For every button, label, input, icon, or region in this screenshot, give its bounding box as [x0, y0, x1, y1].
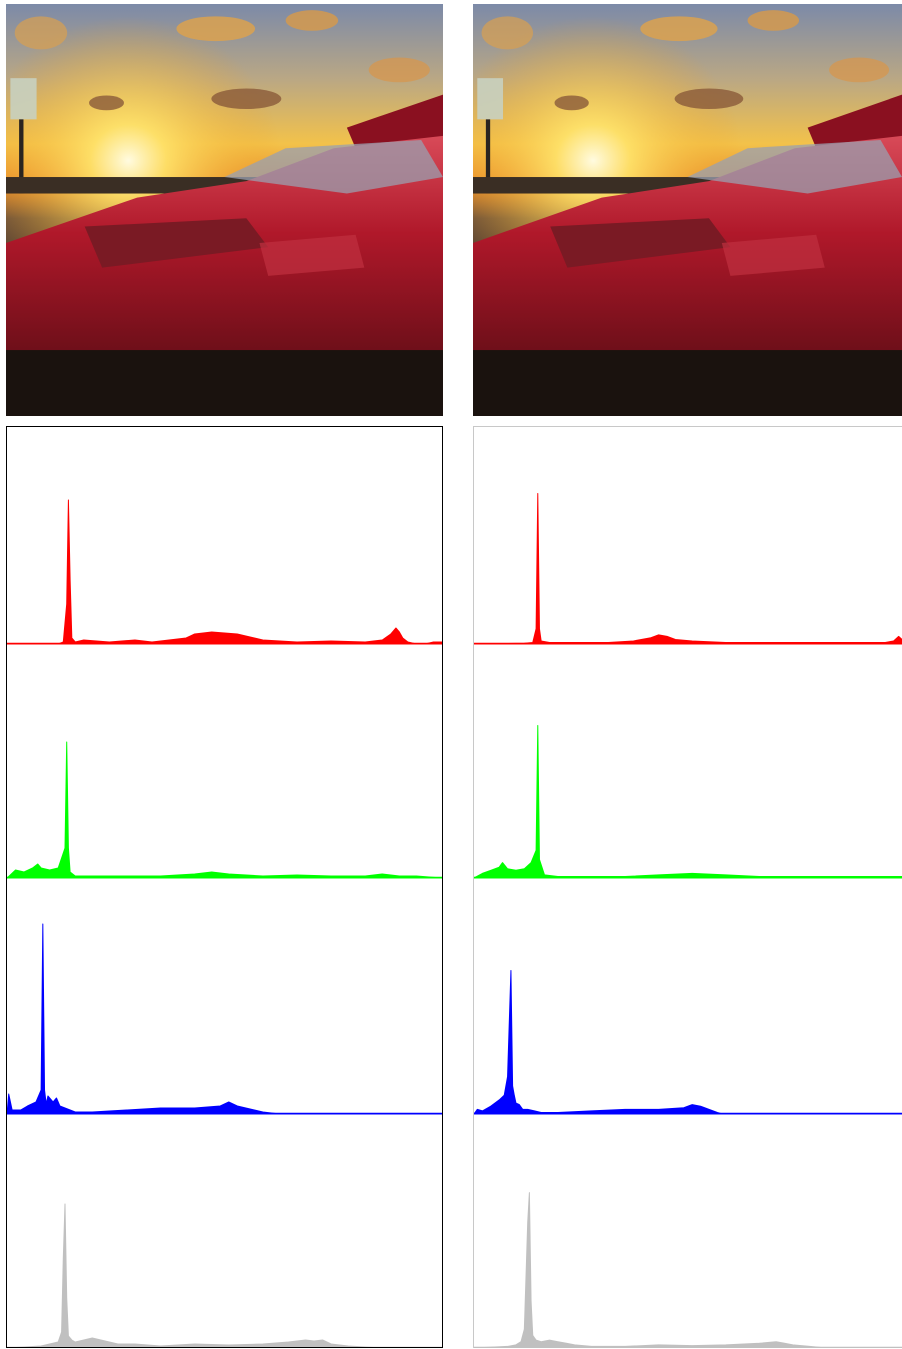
blue-channel-histogram [7, 923, 442, 1115]
red-sports-car-at-sunset-image [6, 4, 443, 416]
processed-photo [473, 4, 902, 416]
red-channel-histogram [7, 499, 442, 645]
processed-histograms [473, 426, 902, 1348]
original-histograms [6, 426, 443, 1348]
processed-histogram-chart [474, 493, 902, 1348]
gray-channel-histogram [15, 1203, 374, 1347]
original-histogram-chart [7, 499, 442, 1347]
blue-channel-histogram [474, 969, 902, 1115]
red-sports-car-at-sunset-image [473, 4, 902, 416]
original-photo [6, 4, 443, 416]
gray-channel-histogram [474, 1192, 902, 1348]
green-channel-histogram [7, 741, 442, 879]
green-channel-histogram [474, 725, 902, 879]
red-channel-histogram [474, 493, 902, 645]
